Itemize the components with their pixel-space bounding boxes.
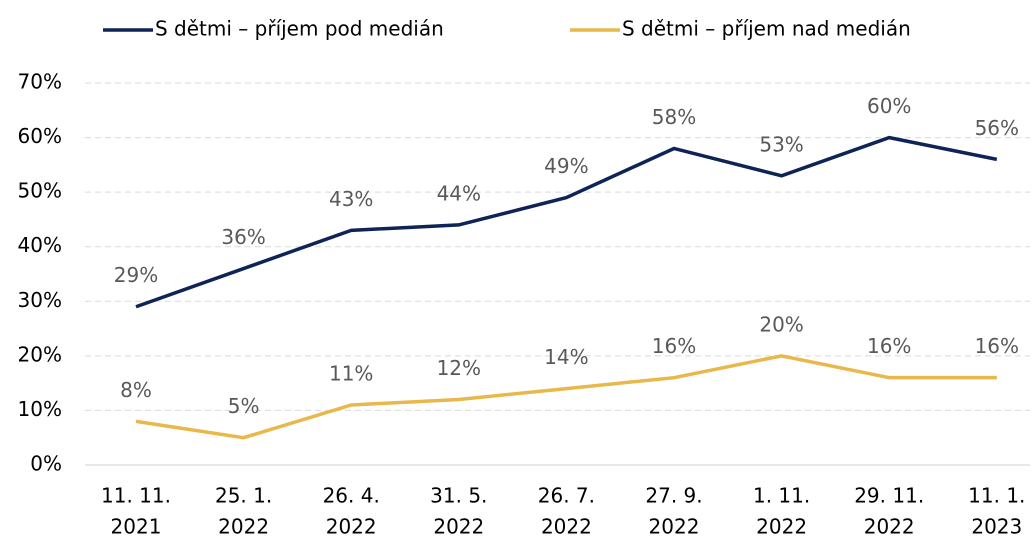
x-tick-label: 2022 — [541, 515, 592, 539]
x-tick-label: 2022 — [649, 515, 700, 539]
y-tick-label: 40% — [18, 233, 62, 257]
data-label: 44% — [437, 181, 481, 205]
x-tick-label: 27. 9. — [645, 484, 702, 508]
x-tick-label: 2022 — [433, 515, 484, 539]
data-label: 16% — [652, 334, 696, 358]
x-tick-label: 2023 — [971, 515, 1022, 539]
x-tick-label: 26. 4. — [323, 484, 380, 508]
series-line — [135, 354, 997, 440]
x-tick-label: 11. 1. — [968, 484, 1025, 508]
y-tick-label: 10% — [18, 397, 62, 421]
data-label: 14% — [544, 345, 588, 369]
y-tick-label: 70% — [18, 70, 62, 94]
x-tick-label: 2022 — [756, 515, 807, 539]
data-label: 56% — [975, 116, 1019, 140]
x-tick-label: 2021 — [111, 515, 162, 539]
data-label: 11% — [329, 361, 373, 385]
data-label: 49% — [544, 154, 588, 178]
data-label: 20% — [759, 312, 803, 336]
x-tick-label: 1. 11. — [753, 484, 810, 508]
x-tick-label: 25. 1. — [215, 484, 272, 508]
x-tick-label: 26. 7. — [538, 484, 595, 508]
y-tick-label: 30% — [18, 288, 62, 312]
data-label: 16% — [975, 334, 1019, 358]
data-label: 12% — [437, 356, 481, 380]
y-tick-label: 50% — [18, 179, 62, 203]
x-tick-label: 31. 5. — [430, 484, 487, 508]
y-tick-label: 60% — [18, 124, 62, 148]
data-label: 36% — [221, 225, 265, 249]
x-tick-label: 2022 — [326, 515, 377, 539]
data-label: 29% — [114, 263, 158, 287]
y-tick-label: 0% — [30, 452, 62, 476]
x-tick-label: 2022 — [218, 515, 269, 539]
data-label: 16% — [867, 334, 911, 358]
legend-label: S dětmi – příjem pod medián — [155, 17, 444, 41]
data-label: 5% — [228, 394, 260, 418]
x-tick-label: 11. 11. — [101, 484, 171, 508]
data-label: 53% — [759, 132, 803, 156]
x-tick-label: 29. 11. — [854, 484, 924, 508]
data-label: 58% — [652, 105, 696, 129]
data-label: 43% — [329, 187, 373, 211]
data-label: 60% — [867, 94, 911, 118]
data-label: 8% — [120, 378, 152, 402]
legend-label: S dětmi – příjem nad medián — [622, 17, 911, 41]
x-tick-label: 2022 — [864, 515, 915, 539]
series-line — [135, 135, 998, 309]
y-tick-label: 20% — [18, 342, 62, 366]
